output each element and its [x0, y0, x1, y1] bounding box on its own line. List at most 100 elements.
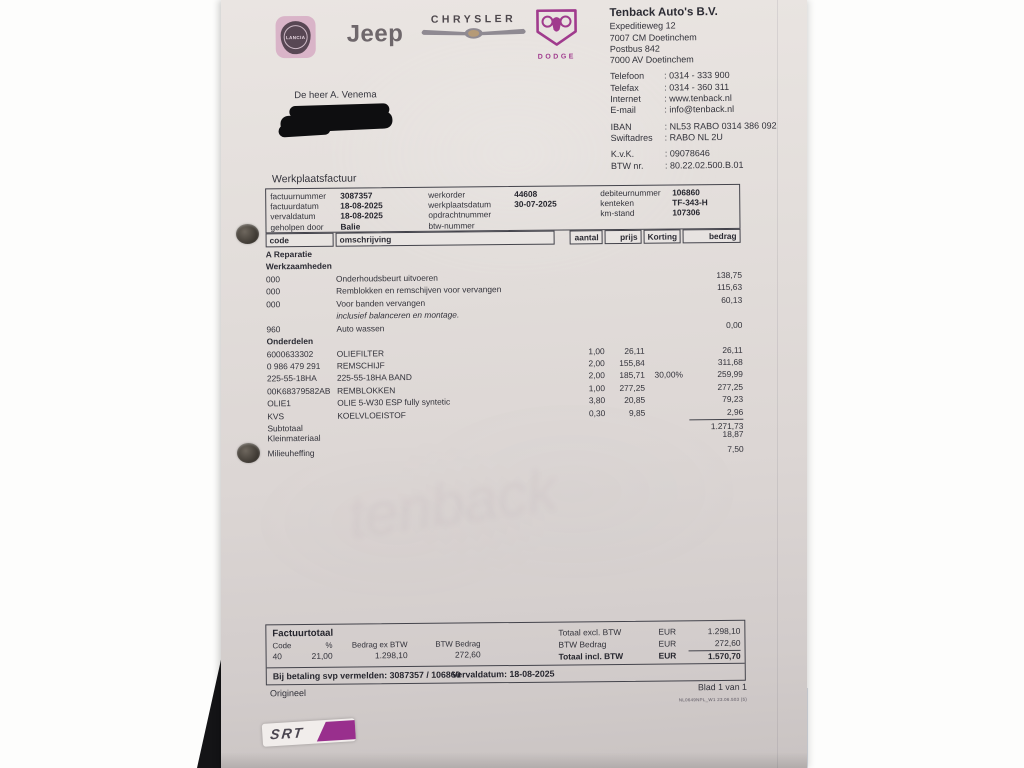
cell-discount — [645, 345, 683, 358]
cell-code: OLIE1 — [267, 398, 291, 409]
total-amount: 272,60 — [714, 637, 741, 649]
company-contact: Telefoon: 0314 - 333 900 Telefax: 0314 -… — [610, 70, 790, 117]
payment-note: Bij betaling svp vermelden: 3087357 / 10… — [272, 669, 461, 682]
cell-amount: 2,96 — [726, 406, 744, 417]
total-row: BTW Bedrag EUR 272,60 — [558, 638, 740, 650]
cell-code: 960 — [266, 323, 281, 334]
cell-price: 277,25 — [619, 382, 646, 393]
cell-code: 00K68379582AB — [267, 385, 331, 397]
page-number: Blad 1 van 1 — [697, 681, 747, 693]
original-label: Origineel — [269, 688, 307, 699]
currency-label: EUR — [658, 638, 677, 649]
cell-amount: 26,11 — [722, 344, 743, 355]
dodge-logo: DODGE — [531, 7, 582, 61]
header-column: debiteurnummer 106860 kenteken TF-343-H km… — [600, 187, 735, 227]
vat-value: 21,00 — [311, 650, 333, 661]
hole-punch-icon — [236, 224, 259, 244]
registration-label: BTW nr. — [610, 160, 644, 171]
field-value: TF-343-H — [672, 197, 708, 208]
company-name: Tenback Auto's B.V. — [609, 6, 718, 20]
field-value: 3087357 — [340, 190, 373, 201]
cell-discount — [645, 407, 683, 420]
cell-code: 0 986 479 291 — [266, 360, 321, 372]
cell-price: 26,11 — [624, 345, 645, 356]
contact-value: : www.tenback.nl — [664, 92, 732, 104]
field-value: 18-08-2025 — [340, 200, 383, 211]
cell-code: 000 — [266, 298, 281, 310]
cell-amount: 60,13 — [721, 294, 743, 305]
invoice-paper: tenback LANCIA Jeep CHRYSLER — [221, 0, 807, 768]
vat-header: Bedrag ex BTW — [351, 640, 408, 650]
header-column: werkorder 44608 werkplaatsdatum 30-07-2025… — [428, 188, 600, 231]
chrysler-wordmark: CHRYSLER — [430, 12, 517, 26]
extra-label: Milieuheffing — [267, 447, 315, 458]
line-items: A Reparatie Werkzaamheden 000 Onderhoudsb… — [266, 245, 744, 436]
registration-value: : 09078646 — [664, 148, 710, 159]
cell-price: 155,84 — [619, 357, 645, 368]
cell-discount: 30,00% — [654, 369, 683, 381]
bank-label: Swiftadres — [610, 132, 653, 144]
lancia-logo-icon: LANCIA — [275, 15, 316, 59]
total-amount: 1.570,70 — [688, 649, 741, 662]
cell-code: 225-55-18HA — [266, 373, 317, 384]
cell-discount — [645, 382, 683, 395]
vat-header: BTW Bedrag — [435, 639, 481, 649]
bank-value: : RABO NL 2U — [664, 131, 723, 143]
footer-divider — [266, 662, 745, 669]
total-amount: 1.298,10 — [707, 625, 741, 637]
redaction-mark — [278, 122, 331, 138]
column-header-korting: Korting — [643, 229, 681, 244]
contact-label: Internet — [610, 93, 641, 105]
vat-value: 272,60 — [454, 649, 481, 660]
company-address-line: 7000 AV Doetinchem — [609, 54, 694, 66]
header-column: factuurnummer 3087357 factuurdatum 18-08-2… — [270, 190, 428, 232]
cell-price: 9,85 — [628, 407, 646, 418]
extra-amount: 18,87 — [722, 428, 744, 440]
cell-code: 000 — [266, 286, 281, 297]
total-row-grand: Totaal incl. BTW EUR 1.570,70 — [559, 649, 741, 663]
cell-code: 6000633302 — [266, 348, 314, 359]
total-label: BTW Bedrag — [558, 639, 607, 650]
registration-value: : 80.22.02.500.B.01 — [664, 159, 744, 171]
bank-label: IBAN — [610, 121, 632, 132]
paper-edge-shadow — [806, 688, 808, 768]
field-label: factuurdatum — [270, 201, 319, 212]
total-row: Totaal excl. BTW EUR 1.298,10 — [558, 626, 740, 638]
dodge-ram-icon — [536, 9, 577, 46]
field-value: 44608 — [514, 188, 538, 199]
invoice-title: Werkplaatsfactuur — [271, 172, 357, 186]
lancia-wordmark: LANCIA — [283, 24, 308, 50]
contact-value: : 0314 - 360 311 — [664, 81, 730, 93]
cell-discount — [645, 395, 683, 408]
cell-qty: 1,00 — [588, 345, 605, 356]
lancia-shield-icon: LANCIA — [280, 20, 311, 54]
cell-price: 185,71 — [619, 370, 645, 381]
extra-charges: Kleinmateriaal 18,87 Milieuheffing 7,50 — [267, 429, 743, 463]
cell-qty: 2,00 — [588, 358, 605, 369]
company-bank: IBAN: NL53 RABO 0314 386 092 Swiftadres:… — [610, 120, 790, 144]
company-block: Tenback Auto's B.V. Expeditieweg 12 7007… — [609, 6, 791, 172]
column-header-prijs: prijs — [604, 229, 642, 244]
currency-label: EUR — [658, 626, 677, 637]
company-registration: K.v.K.: 09078646 BTW nr.: 80.22.02.500.B… — [611, 148, 791, 172]
cell-discount — [645, 357, 683, 370]
field-label: kenteken — [600, 198, 635, 209]
cell-qty: 1,00 — [588, 382, 606, 394]
field-value: 18-08-2025 — [340, 210, 383, 222]
chrysler-logo: CHRYSLER — [411, 13, 535, 47]
invoice-header-box: factuurnummer 3087357 factuurdatum 18-08-2… — [265, 183, 741, 234]
vat-value: 1.298,10 — [374, 650, 408, 661]
cell-amount: 115,63 — [717, 282, 743, 293]
total-label: Totaal excl. BTW — [558, 626, 622, 638]
factuurtotaal-title: Factuurtotaal — [272, 627, 334, 640]
invoice-content: LANCIA Jeep CHRYSLER — [217, 0, 810, 768]
cell-price: 20,85 — [624, 394, 646, 406]
field-value: 106860 — [672, 187, 700, 198]
cell-amount: 277,25 — [717, 381, 744, 392]
field-label: debiteurnummer — [600, 187, 661, 199]
paper-fold-line — [777, 0, 778, 768]
cell-description: Auto wassen — [336, 322, 385, 334]
field-value: 107306 — [672, 207, 701, 218]
field-label: factuurnummer — [270, 190, 327, 202]
